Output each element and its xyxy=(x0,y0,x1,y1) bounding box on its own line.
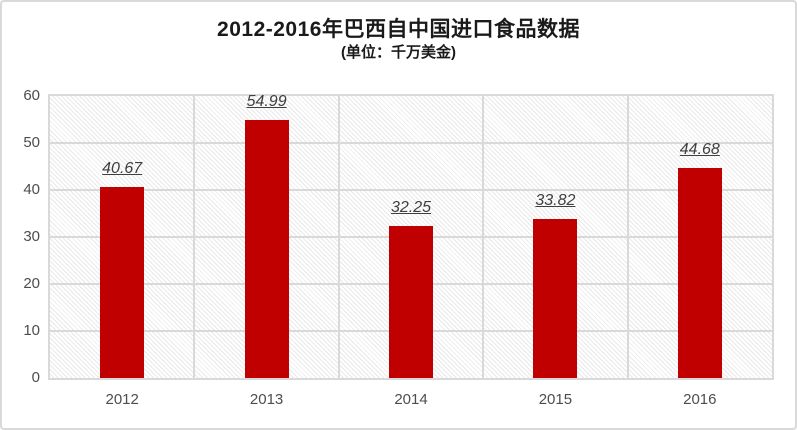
gridline-horizontal xyxy=(50,142,772,144)
x-axis-tick-label: 2013 xyxy=(249,391,284,408)
y-axis-tick-label: 0 xyxy=(31,369,40,386)
bar-2013 xyxy=(244,119,289,378)
bar-value-label: 40.67 xyxy=(102,159,143,177)
bar-value-label: 33.82 xyxy=(535,192,576,210)
chart-subtitle: (单位：千万美金) xyxy=(341,44,456,61)
y-axis-tick-label: 40 xyxy=(23,181,40,198)
y-axis-tick-label: 10 xyxy=(23,322,40,339)
x-axis-tick-label: 2014 xyxy=(394,391,428,408)
chart-title: 2012-2016年巴西自中国进口食品数据 xyxy=(217,18,580,41)
bar-2012 xyxy=(100,186,145,378)
y-axis-tick-label: 30 xyxy=(23,228,40,245)
bar-value-label: 44.68 xyxy=(679,141,720,159)
x-axis-labels: 2012 2013 2014 2015 2016 xyxy=(48,390,774,414)
y-axis-tick-label: 20 xyxy=(23,275,40,292)
x-axis-tick-label: 2015 xyxy=(538,391,573,408)
bar-value-label: 54.99 xyxy=(246,92,287,110)
y-axis-labels: 0 10 20 30 40 50 60 xyxy=(2,87,40,386)
x-axis-tick-label: 2016 xyxy=(683,391,717,408)
x-axis-tick-label: 2012 xyxy=(105,391,139,408)
bar-2014 xyxy=(389,226,433,378)
bar-value-label: 32.25 xyxy=(390,199,432,217)
y-axis-tick-label: 50 xyxy=(23,134,40,151)
gridline-vertical xyxy=(482,96,485,378)
bar-2016 xyxy=(677,168,722,378)
gridline-vertical xyxy=(626,96,629,378)
plot-area: 40.67 54.99 32.25 33.82 44.68 xyxy=(48,92,774,380)
gridline-vertical xyxy=(337,96,340,378)
gridline-vertical xyxy=(193,96,196,378)
y-axis-tick-label: 60 xyxy=(23,87,40,104)
bar-2015 xyxy=(533,219,578,378)
gridline-horizontal xyxy=(50,189,772,191)
